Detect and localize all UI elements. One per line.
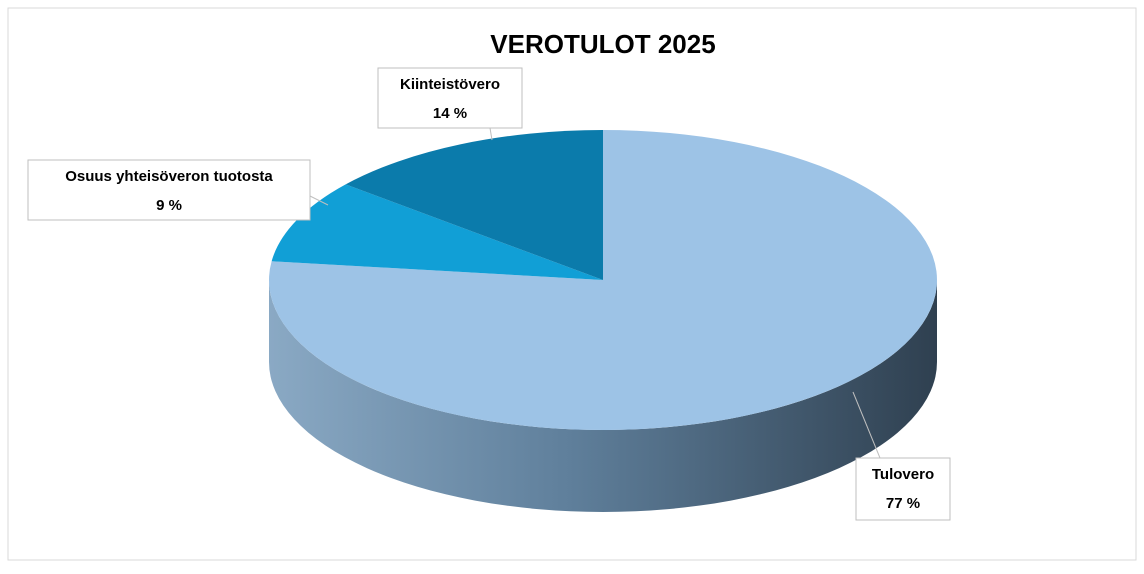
value-label: 9 % — [156, 197, 182, 214]
pie-slice — [345, 130, 603, 280]
value-label: 77 % — [886, 495, 920, 512]
leader-line — [852, 391, 881, 459]
label-box — [27, 159, 311, 221]
leader-line — [309, 195, 329, 206]
slice-label: Kiinteistövero — [400, 76, 500, 93]
leader-line — [489, 127, 493, 141]
value-label: 14 % — [433, 105, 467, 122]
pie-slice — [271, 184, 603, 280]
label-box — [377, 67, 523, 129]
label-box — [855, 457, 951, 521]
chart-title: VEROTULOT 2025 — [490, 29, 715, 59]
slice-label: Osuus yhteisöveron tuotosta — [65, 168, 273, 185]
pie-side — [269, 280, 937, 512]
slice-label: Tulovero — [872, 466, 934, 483]
